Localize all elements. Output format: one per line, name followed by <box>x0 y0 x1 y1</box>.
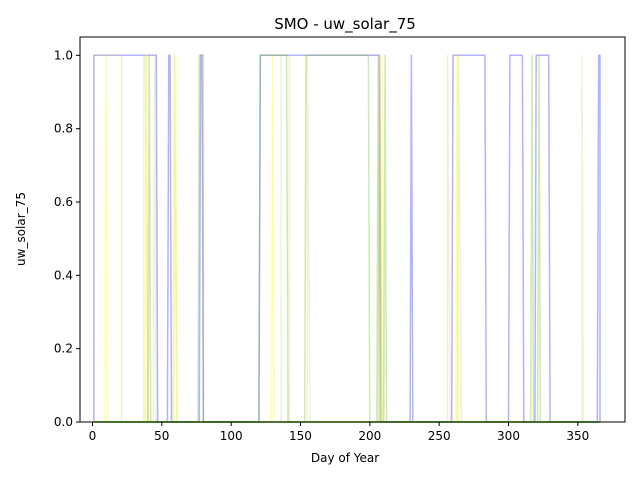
x-tick-label: 300 <box>497 429 520 443</box>
y-axis: 0.0 0.2 0.4 0.6 0.8 1.0 <box>54 48 80 429</box>
x-tick-label: 350 <box>566 429 589 443</box>
y-tick-label: 0.6 <box>54 195 73 209</box>
x-tick-label: 0 <box>89 429 97 443</box>
x-axis: 0 50 100 150 200 250 300 350 <box>89 422 589 443</box>
chart-title: SMO - uw_solar_75 <box>274 15 416 34</box>
y-tick-label: 0.2 <box>54 342 73 356</box>
x-tick-label: 100 <box>220 429 243 443</box>
x-axis-label: Day of Year <box>311 451 379 465</box>
y-tick-label: 0.0 <box>54 415 73 429</box>
x-tick-label: 250 <box>428 429 451 443</box>
y-axis-label: uw_solar_75 <box>14 192 28 266</box>
x-tick-label: 150 <box>289 429 312 443</box>
series-line-4 <box>93 54 600 423</box>
plot-frame <box>79 36 626 423</box>
x-tick-label: 200 <box>358 429 381 443</box>
series-line-2 <box>93 54 600 423</box>
y-tick-label: 1.0 <box>54 48 73 62</box>
y-tick-label: 0.8 <box>54 122 73 136</box>
x-tick-label: 50 <box>154 429 169 443</box>
y-tick-label: 0.4 <box>54 268 73 282</box>
